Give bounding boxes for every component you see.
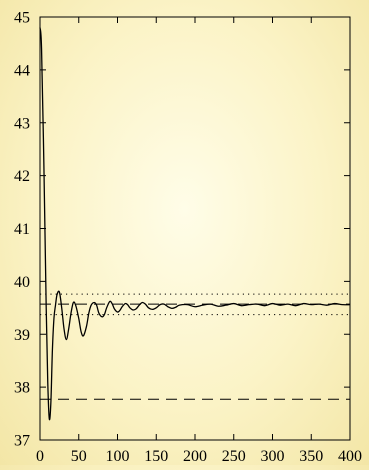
y-tick-label: 45 <box>14 10 30 27</box>
y-tick-label: 38 <box>14 380 30 397</box>
reference-lines <box>40 293 350 400</box>
plot-frame <box>39 16 351 441</box>
y-tick-label: 39 <box>14 327 30 344</box>
x-tick-label: 0 <box>36 448 44 465</box>
x-tick-label: 300 <box>261 448 285 465</box>
y-tick-label: 40 <box>14 274 30 291</box>
series-layer <box>39 27 351 421</box>
y-tick-label: 37 <box>14 433 30 450</box>
x-tick-label: 250 <box>222 448 246 465</box>
y-tick-label: 43 <box>14 115 30 132</box>
y-tick-label: 41 <box>14 221 30 238</box>
x-tick-label: 50 <box>71 448 87 465</box>
x-tick-label: 150 <box>144 448 168 465</box>
axis-ticks <box>39 16 351 441</box>
x-tick-label: 350 <box>299 448 323 465</box>
x-tick-label: 100 <box>106 448 130 465</box>
series-line-0 <box>39 27 351 421</box>
y-tick-label: 42 <box>14 168 30 185</box>
y-tick-label: 44 <box>14 62 30 79</box>
x-tick-label: 200 <box>183 448 207 465</box>
tick-labels: 0 50 100 150 200 250 300 350 400 37 38 39 40 41 42 43 44… <box>14 10 362 466</box>
x-tick-label: 400 <box>338 448 362 465</box>
